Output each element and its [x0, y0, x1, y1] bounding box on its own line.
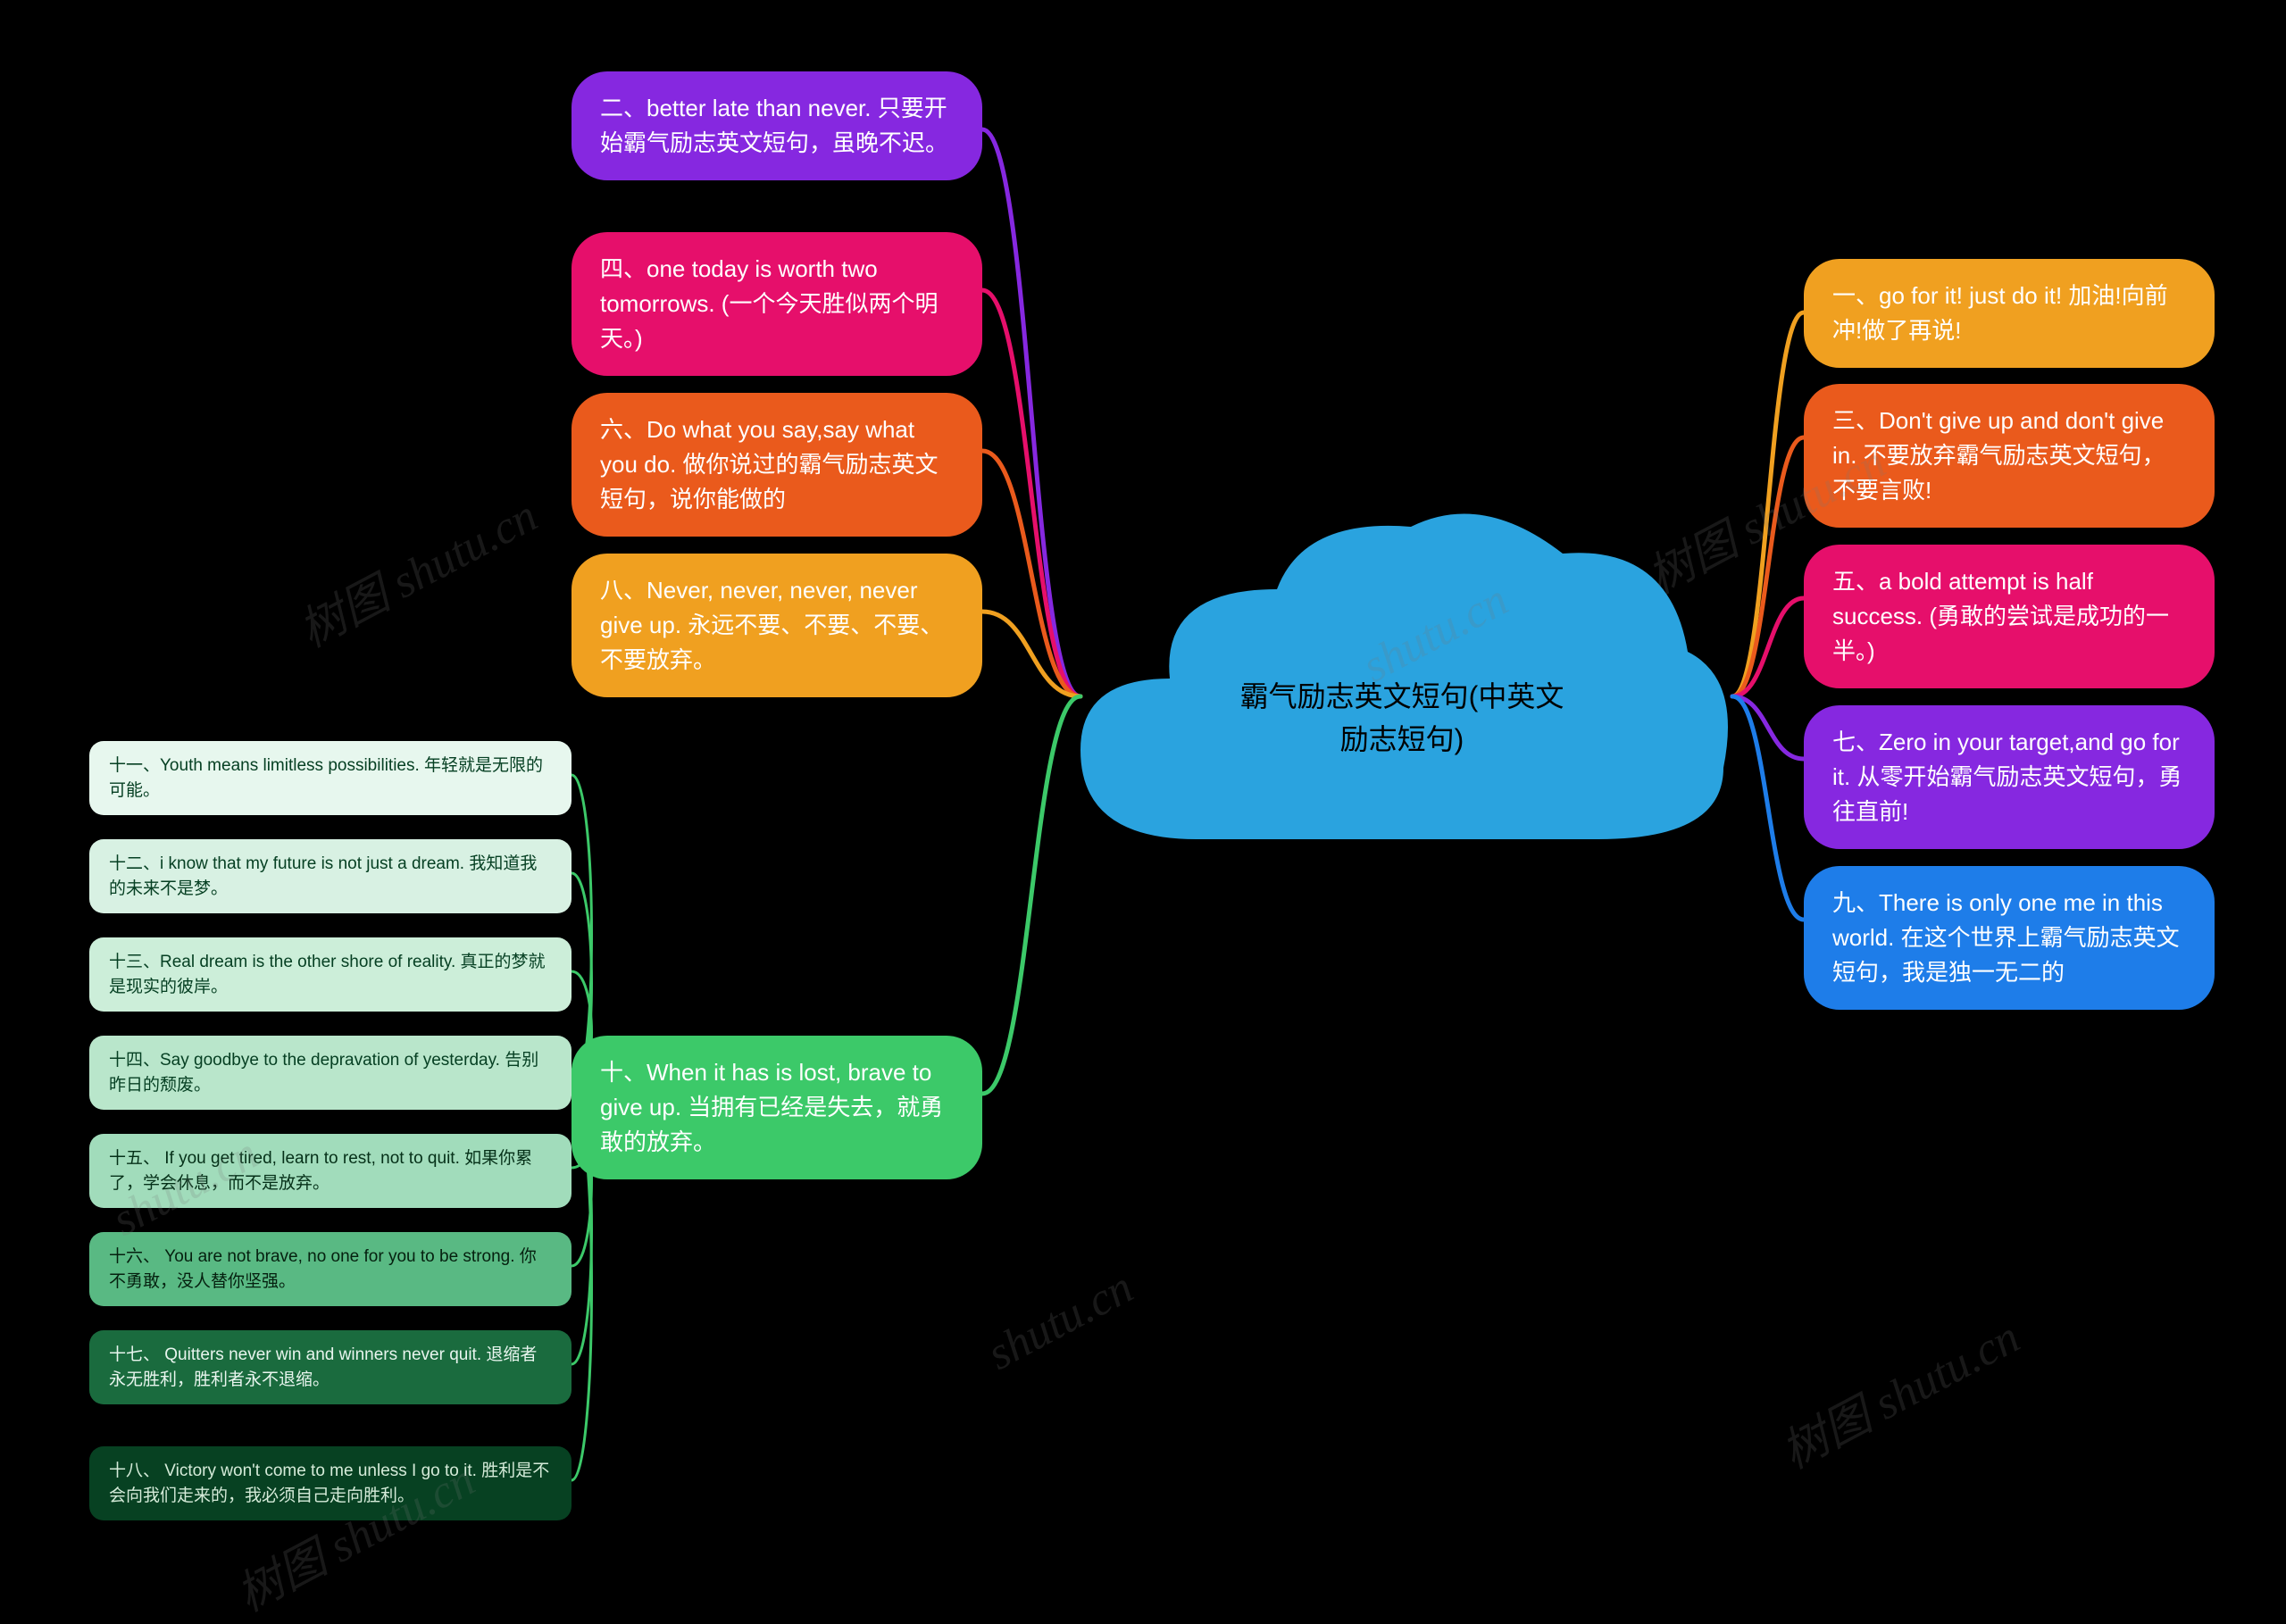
sub-node-label: 十六、 You are not brave, no one for you to… — [109, 1247, 537, 1291]
sub-node-s18[interactable]: 十八、 Victory won't come to me unless I go… — [89, 1446, 572, 1520]
watermark: 树图 shutu.cn — [1767, 1300, 2029, 1481]
center-title: 霸气励志英文短句(中英文励志短句) — [1232, 675, 1572, 761]
node-label: 六、Do what you say,say what you do. 做你说过的… — [600, 416, 939, 512]
sub-node-s14[interactable]: 十四、Say goodbye to the depravation of yes… — [89, 1036, 572, 1110]
left-node-l2[interactable]: 二、better late than never. 只要开始霸气励志英文短句，虽… — [572, 71, 982, 180]
sub-node-label: 十二、i know that my future is not just a d… — [109, 854, 537, 898]
node-label: 七、Zero in your target,and go for it. 从零开… — [1832, 729, 2182, 825]
left-node-l4[interactable]: 四、one today is worth two tomorrows. (一个今… — [572, 232, 982, 376]
watermark: shutu.cn — [979, 1261, 1141, 1380]
sub-node-label: 十八、 Victory won't come to me unless I go… — [109, 1462, 549, 1505]
sub-node-s17[interactable]: 十七、 Quitters never win and winners never… — [89, 1330, 572, 1404]
right-node-r3[interactable]: 三、Don't give up and don't give in. 不要放弃霸… — [1804, 384, 2215, 528]
right-node-r9[interactable]: 九、There is only one me in this world. 在这… — [1804, 866, 2215, 1010]
sub-node-s12[interactable]: 十二、i know that my future is not just a d… — [89, 839, 572, 913]
node-label: 九、There is only one me in this world. 在这… — [1832, 889, 2180, 986]
sub-node-s16[interactable]: 十六、 You are not brave, no one for you to… — [89, 1232, 572, 1306]
left-node-l10[interactable]: 十、When it has is lost, brave to give up.… — [572, 1036, 982, 1179]
node-label: 十、When it has is lost, brave to give up.… — [600, 1059, 943, 1155]
right-node-r1[interactable]: 一、go for it! just do it! 加油!向前冲!做了再说! — [1804, 259, 2215, 368]
node-label: 一、go for it! just do it! 加油!向前冲!做了再说! — [1832, 282, 2168, 344]
watermark: 树图 shutu.cn — [285, 479, 546, 660]
sub-node-label: 十五、 If you get tired, learn to rest, not… — [109, 1149, 532, 1193]
sub-node-label: 十四、Say goodbye to the depravation of yes… — [109, 1051, 538, 1095]
node-label: 四、one today is worth two tomorrows. (一个今… — [600, 255, 938, 352]
mindmap-canvas: 霸气励志英文短句(中英文励志短句) 一、go for it! just do i… — [0, 0, 2286, 1543]
sub-node-label: 十七、 Quitters never win and winners never… — [109, 1345, 537, 1389]
right-node-r5[interactable]: 五、a bold attempt is half success. (勇敢的尝试… — [1804, 545, 2215, 688]
sub-node-s11[interactable]: 十一、Youth means limitless possibilities. … — [89, 741, 572, 815]
right-node-r7[interactable]: 七、Zero in your target,and go for it. 从零开… — [1804, 705, 2215, 849]
sub-node-label: 十三、Real dream is the other shore of real… — [109, 953, 546, 996]
left-node-l8[interactable]: 八、Never, never, never, never give up. 永远… — [572, 554, 982, 697]
left-node-l6[interactable]: 六、Do what you say,say what you do. 做你说过的… — [572, 393, 982, 537]
node-label: 五、a bold attempt is half success. (勇敢的尝试… — [1832, 568, 2169, 664]
node-label: 二、better late than never. 只要开始霸气励志英文短句，虽… — [600, 95, 948, 156]
center-title-line1: 霸气励志英文短句(中英文励志短句) — [1240, 680, 1564, 755]
sub-node-label: 十一、Youth means limitless possibilities. … — [109, 756, 543, 800]
sub-node-s13[interactable]: 十三、Real dream is the other shore of real… — [89, 937, 572, 1012]
node-label: 三、Don't give up and don't give in. 不要放弃霸… — [1832, 407, 2165, 504]
node-label: 八、Never, never, never, never give up. 永远… — [600, 577, 943, 673]
sub-node-s15[interactable]: 十五、 If you get tired, learn to rest, not… — [89, 1134, 572, 1208]
center-cloud[interactable]: 霸气励志英文短句(中英文励志短句) — [1063, 500, 1741, 875]
